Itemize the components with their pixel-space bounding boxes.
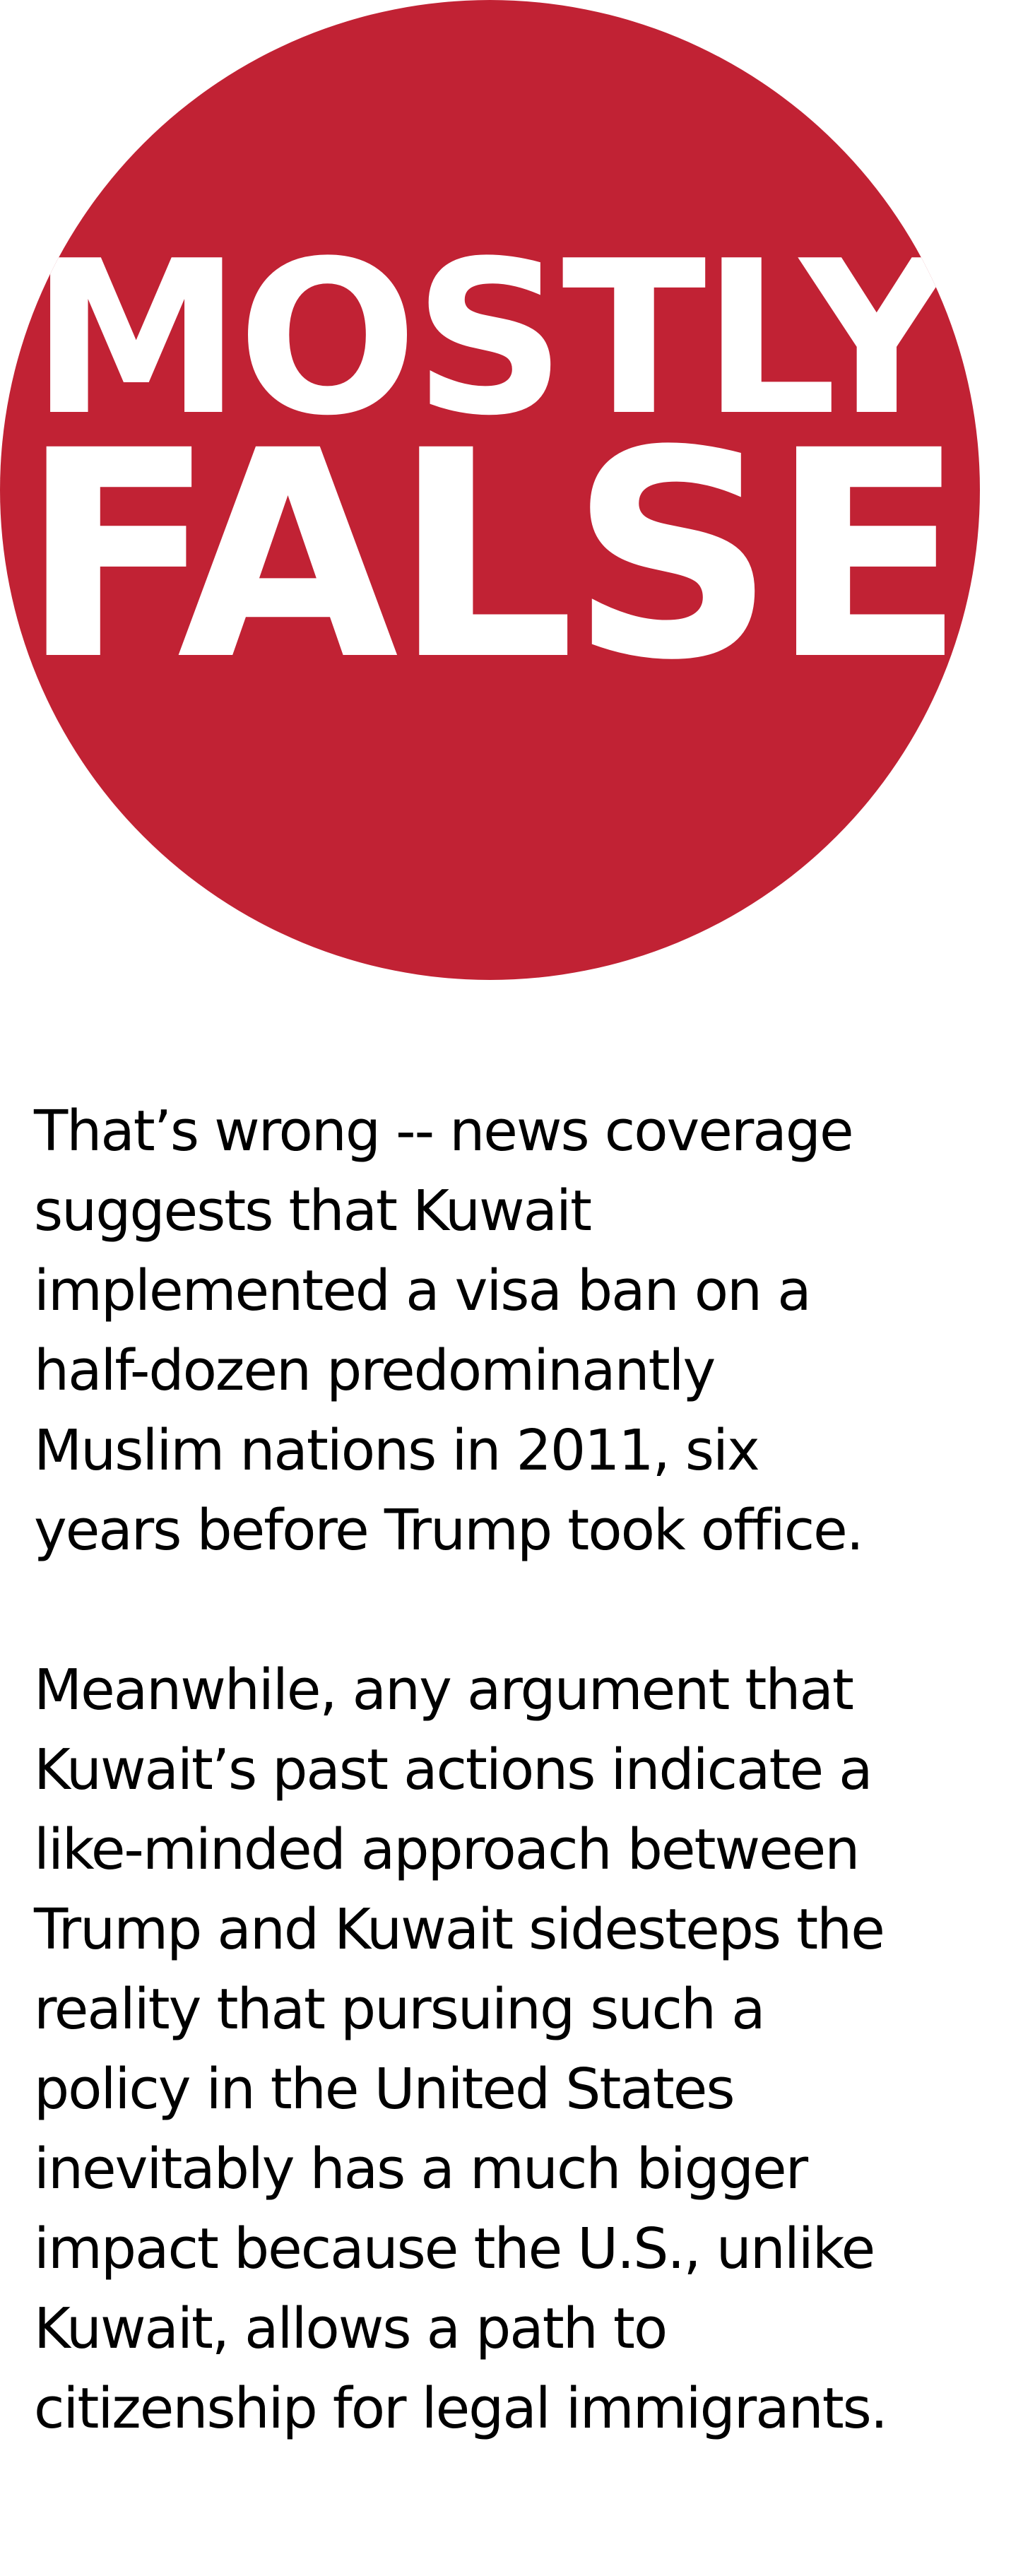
text-line: implemented a visa ban on a (34, 1258, 812, 1323)
text-line: citizenship for legal immigrants. (34, 2376, 888, 2441)
text-line: suggests that Kuwait (34, 1178, 592, 1243)
text-line: Trump and Kuwait sidesteps the (34, 1897, 885, 1962)
text-line: Kuwait, allows a path to (34, 2296, 668, 2361)
text-line: impact because the U.S., unlike (34, 2216, 875, 2281)
explanation-paragraph-2: Meanwhile, any argument that Kuwait’s pa… (34, 1650, 1009, 2449)
text-line: Kuwait’s past actions indicate a (34, 1737, 873, 1802)
text-line: reality that pursuing such a (34, 1977, 766, 2042)
text-line: That’s wrong -- news coverage (34, 1099, 854, 1164)
explanation-paragraph-1: That’s wrong -- news coverage suggests t… (34, 1092, 1009, 1571)
rating-word-mostly: MOSTLY (30, 215, 954, 462)
text-line: inevitably has a much bigger (34, 2137, 808, 2202)
text-line: like-minded approach between (34, 1817, 860, 1882)
text-line: Meanwhile, any argument that (34, 1658, 854, 1723)
text-line: Muslim nations in 2011, six (34, 1418, 760, 1483)
rating-word-false: FALSE (20, 389, 965, 723)
text-line: policy in the United States (34, 2057, 735, 2122)
explanation-text: That’s wrong -- news coverage suggests t… (34, 1092, 1009, 2449)
text-line: years before Trump took office. (34, 1498, 864, 1563)
rating-badge: MOSTLY FALSE (0, 0, 980, 980)
text-line: half-dozen predominantly (34, 1338, 716, 1403)
